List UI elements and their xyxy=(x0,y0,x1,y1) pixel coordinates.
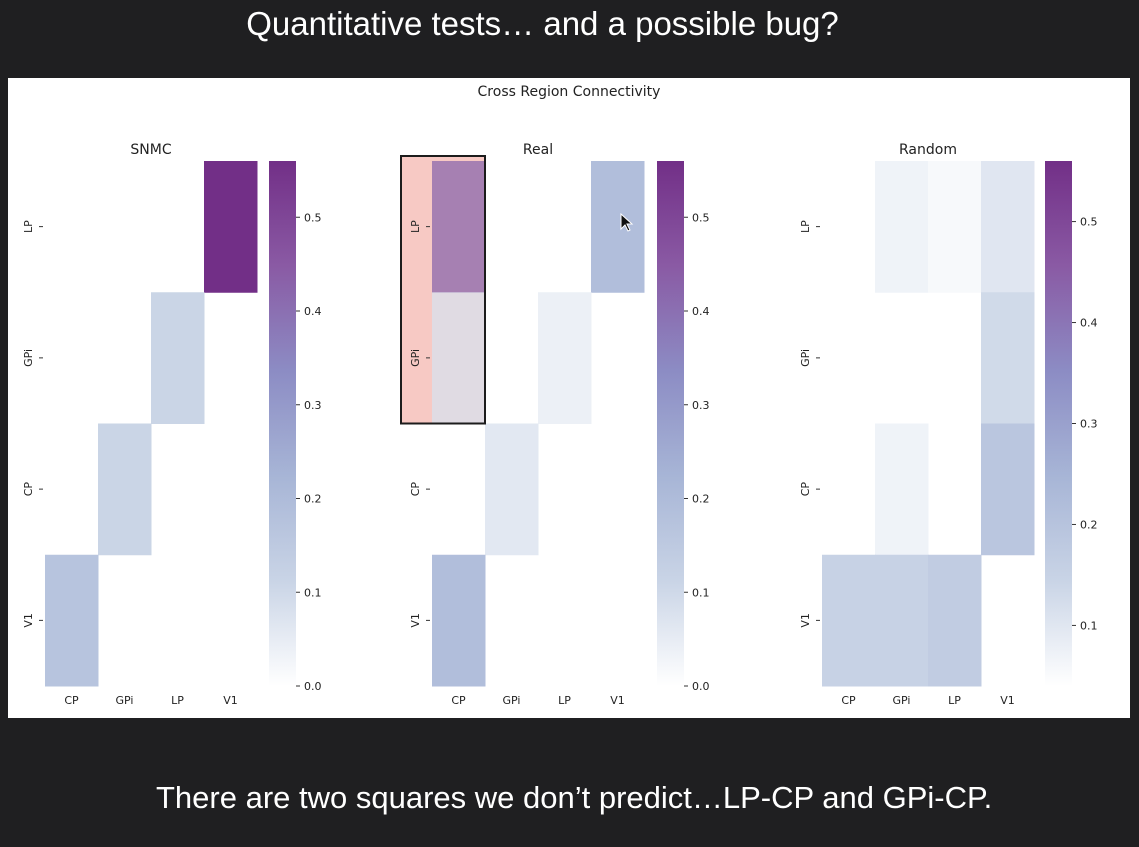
colorbar-tick-label: 0.0 xyxy=(692,680,710,693)
x-tick-label: GPi xyxy=(503,694,521,707)
panel-title-real: Real xyxy=(523,142,553,158)
heatmap-cell xyxy=(981,423,1035,556)
colorbar-tick-label: 0.2 xyxy=(304,493,322,506)
y-tick-label: GPi xyxy=(22,349,35,367)
heatmap-cell xyxy=(432,161,486,293)
colorbar-tick-label: 0.3 xyxy=(304,399,322,412)
colorbar-tick-label: 0.4 xyxy=(692,305,710,318)
x-tick-label: V1 xyxy=(223,694,238,707)
chart-figure: Cross Region Connectivity SNMC LP GPi CP V1 CP… xyxy=(8,78,1130,718)
heatmap-cell xyxy=(822,554,876,687)
colorbar-tick-label: 0.1 xyxy=(1080,619,1098,632)
heatmap-cell xyxy=(875,161,929,293)
y-tick-label: CP xyxy=(22,482,35,497)
heatmap-cell xyxy=(485,423,539,556)
y-tick-label: LP xyxy=(22,220,35,233)
heatmap-cell xyxy=(45,554,99,687)
heatmap-cell xyxy=(875,554,929,687)
colorbar-real xyxy=(657,161,684,686)
colorbar-tick-label: 0.4 xyxy=(1080,317,1098,330)
colorbar-tick-label: 0.3 xyxy=(1080,418,1098,431)
x-tick-label: LP xyxy=(171,694,184,707)
slide-title: Quantitative tests… and a possible bug? xyxy=(246,5,839,42)
heatmap-cell xyxy=(981,161,1035,293)
colorbar-tick-label: 0.4 xyxy=(304,305,322,318)
colorbar-snmc xyxy=(269,161,296,686)
heatmap-cell xyxy=(151,292,205,424)
x-tick-label: LP xyxy=(558,694,571,707)
panel-title-snmc: SNMC xyxy=(130,142,171,158)
heatmap-cell xyxy=(432,554,486,687)
heatmap-cell xyxy=(538,292,592,424)
x-tick-label: GPi xyxy=(116,694,134,707)
heatmap-cell xyxy=(98,423,152,556)
colorbar-tick-label: 0.1 xyxy=(692,586,710,599)
x-tick-label: V1 xyxy=(610,694,625,707)
chart-svg: Cross Region Connectivity SNMC LP GPi CP V1 CP… xyxy=(22,84,1098,707)
y-tick-label: CP xyxy=(409,482,422,497)
colorbar-tick-label: 0.5 xyxy=(692,211,710,224)
colorbar-tick-label: 0.0 xyxy=(304,680,322,693)
x-tick-label: LP xyxy=(948,694,961,707)
chart-suptitle: Cross Region Connectivity xyxy=(478,84,661,100)
x-tick-label: GPi xyxy=(893,694,911,707)
y-tick-label: LP xyxy=(799,220,812,233)
y-tick-label: GPi xyxy=(799,349,812,367)
colorbar-tick-label: 0.2 xyxy=(692,493,710,506)
heatmap-cell xyxy=(981,292,1035,424)
slide-caption: There are two squares we don’t predict…L… xyxy=(156,780,993,815)
y-tick-label: V1 xyxy=(22,613,35,628)
colorbar-tick-label: 0.2 xyxy=(1080,518,1098,531)
x-tick-label: CP xyxy=(451,694,466,707)
y-tick-label: LP xyxy=(409,220,422,233)
mouse-cursor-icon xyxy=(620,212,634,237)
y-tick-label: V1 xyxy=(409,613,422,628)
heatmap-cell xyxy=(928,161,982,293)
y-tick-label: CP xyxy=(799,482,812,497)
colorbar-tick-label: 0.5 xyxy=(1080,216,1098,229)
y-tick-label: V1 xyxy=(799,613,812,628)
colorbar-tick-label: 0.1 xyxy=(304,586,322,599)
x-tick-label: CP xyxy=(64,694,79,707)
heatmap-cell xyxy=(204,161,258,293)
colorbar-tick-label: 0.5 xyxy=(304,211,322,224)
highlight-outline-real xyxy=(400,155,486,425)
x-tick-label: CP xyxy=(841,694,856,707)
heatmap-cell xyxy=(875,423,929,556)
x-tick-label: V1 xyxy=(1000,694,1015,707)
y-tick-label: GPi xyxy=(409,349,422,367)
heatmap-cell xyxy=(432,292,486,424)
colorbar-random xyxy=(1045,161,1072,686)
panel-title-random: Random xyxy=(899,142,957,158)
colorbar-tick-label: 0.3 xyxy=(692,399,710,412)
heatmap-cell xyxy=(591,161,645,293)
heatmap-cell xyxy=(928,554,982,687)
